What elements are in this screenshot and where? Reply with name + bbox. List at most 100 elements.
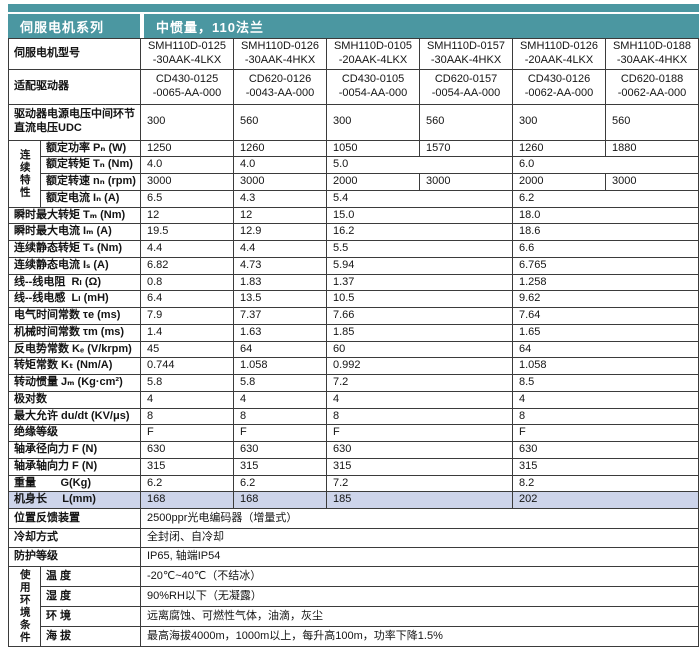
spec-cell: 1880: [605, 139, 699, 158]
row-label: 连续静态电流 Iₛ (A): [8, 256, 141, 275]
spec-cell: 2000: [512, 173, 606, 191]
spec-cell: 8.5: [512, 374, 699, 392]
spec-cell: 4.3: [233, 189, 327, 208]
row-label: 机械时间常数 τm (ms): [8, 323, 141, 342]
table-row: 转动惯量 Jₘ (Kg·cm²) 5.8 5.8 7.2 8.5: [8, 374, 699, 392]
group-label: 连续特性: [8, 139, 41, 208]
table-row: 最大允许 du/dt (KV/μs) 8 8 8 8: [8, 407, 699, 426]
spec-cell: 7.64: [512, 307, 699, 325]
row-label: 反电势常数 Kₑ (V/krpm): [8, 340, 141, 359]
row-label: 位置反馈装置: [8, 508, 141, 529]
spec-cell: 7.37: [233, 307, 327, 325]
spec-cell: SMH110D-0125 -30AAK-4LKX: [140, 38, 234, 70]
spec-cell: 3000: [605, 173, 699, 191]
spec-cell: CD620-0188 -0062-AA-000: [605, 68, 699, 105]
spec-cell: 7.2: [326, 474, 513, 493]
table-row: 连续静态转矩 Tₛ (Nm) 4.4 4.4 5.5 6.6: [8, 240, 699, 258]
spec-cell: 最高海拔4000m，1000m以上，每升高100m，功率下降1.5%: [140, 626, 699, 647]
spec-cell: 1.63: [233, 323, 327, 342]
table-row: 连续静态电流 Iₛ (A) 6.82 4.73 5.94 6.765: [8, 256, 699, 275]
row-label: 线--线电感 Lₗ (mH): [8, 290, 141, 308]
spec-cell: 1.258: [512, 273, 699, 292]
spec-cell: 1.85: [326, 323, 513, 342]
row-label: 电气时间常数 τe (ms): [8, 307, 141, 325]
spec-cell: 315: [233, 457, 327, 476]
spec-cell: 45: [140, 340, 234, 359]
spec-cell: 1.83: [233, 273, 327, 292]
spec-cell: CD430-0126 -0062-AA-000: [512, 68, 606, 105]
spec-cell: 315: [326, 457, 513, 476]
table-row: 线--线电阻 Rₗ (Ω) 0.8 1.83 1.37 1.258: [8, 273, 699, 292]
spec-cell: 10.5: [326, 290, 513, 308]
spec-cell: 5.8: [233, 374, 327, 392]
spec-cell: CD620-0126 -0043-AA-000: [233, 68, 327, 105]
spec-cell: 6.2: [233, 474, 327, 493]
table-row: 重量 G(Kg) 6.2 6.2 7.2 8.2: [8, 474, 699, 493]
spec-cell: 全封闭、自冷却: [140, 528, 699, 548]
spec-cell: 1570: [419, 139, 513, 158]
row-label: 伺服电机型号: [8, 38, 141, 70]
spec-cell: 1260: [233, 139, 327, 158]
spec-cell: 6.82: [140, 256, 234, 275]
spec-cell: SMH110D-0188 -30AAK-4HKX: [605, 38, 699, 70]
spec-cell: 168: [140, 491, 234, 509]
spec-cell: 5.0: [326, 156, 513, 174]
spec-cell: 8: [233, 407, 327, 426]
spec-cell: 315: [140, 457, 234, 476]
spec-cell: SMH110D-0105 -20AAK-4LKX: [326, 38, 420, 70]
table-row: 轴承径向力 F (N) 630 630 630 630: [8, 441, 699, 459]
spec-cell: 12: [233, 206, 327, 225]
spec-cell: 19.5: [140, 223, 234, 241]
spec-cell: 1.65: [512, 323, 699, 342]
row-label: 额定转速 nₙ (rpm): [40, 173, 141, 191]
spec-cell: 2000: [326, 173, 420, 191]
row-label: 海 拔: [40, 626, 141, 647]
table-row: 轴承轴向力 F (N) 315 315 315 315: [8, 457, 699, 476]
row-label: 驱动器电源电压中间环节 直流电压UDC: [8, 103, 141, 141]
row-label: 转矩常数 Kₜ (Nm/A): [8, 357, 141, 375]
spec-cell: 90%RH以下（无凝露）: [140, 586, 699, 607]
spec-cell: 6.4: [140, 290, 234, 308]
spec-cell: 6.0: [512, 156, 699, 174]
spec-cell: 0.744: [140, 357, 234, 375]
spec-cell: F: [140, 424, 234, 442]
spec-cell: 16.2: [326, 223, 513, 241]
row-label: 轴承轴向力 F (N): [8, 457, 141, 476]
spec-cell: 300: [512, 103, 606, 141]
table-row: 伺服电机型号 SMH110D-0125 -30AAK-4LKX SMH110D-01…: [8, 38, 699, 70]
row-label: 温 度: [40, 566, 141, 587]
group-label: 使用环境条件: [8, 566, 41, 647]
spec-cell: 6.2: [140, 474, 234, 493]
spec-cell: 0.8: [140, 273, 234, 292]
spec-cell: -20℃~40℃（不结冰）: [140, 566, 699, 587]
table-row: 防护等级 IP65, 轴端IP54: [8, 547, 699, 567]
spec-cell: 1.37: [326, 273, 513, 292]
row-label: 瞬时最大转矩 Tₘ (Nm): [8, 206, 141, 225]
spec-cell: 3000: [419, 173, 513, 191]
spec-cell: 560: [605, 103, 699, 141]
table-row: 海 拔最高海拔4000m，1000m以上，每升高100m，功率下降1.5%: [9, 626, 699, 647]
spec-cell: 202: [512, 491, 699, 509]
row-label: 最大允许 du/dt (KV/μs): [8, 407, 141, 426]
spec-cell: 13.5: [233, 290, 327, 308]
spec-cell: 8.2: [512, 474, 699, 493]
spec-cell: 3000: [233, 173, 327, 191]
spec-cell: 7.66: [326, 307, 513, 325]
table-row: 反电势常数 Kₑ (V/krpm) 45 64 60 64: [8, 340, 699, 359]
table-row: 湿 度 90%RH以下（无凝露）: [9, 586, 699, 607]
spec-cell: 630: [233, 441, 327, 459]
spec-cell: 4: [233, 390, 327, 409]
spec-cell: 168: [233, 491, 327, 509]
table-row: 电气时间常数 τe (ms) 7.9 7.37 7.66 7.64: [8, 307, 699, 325]
spec-cell: 1.058: [512, 357, 699, 375]
spec-table: 伺服电机型号 SMH110D-0125 -30AAK-4LKX SMH110D-01…: [8, 38, 699, 647]
spec-cell: 6.5: [140, 189, 234, 208]
row-label: 极对数: [8, 390, 141, 409]
spec-cell: 8: [326, 407, 513, 426]
table-row: 绝缘等级 F F F F: [8, 424, 699, 442]
spec-cell: SMH110D-0126 -30AAK-4HKX: [233, 38, 327, 70]
spec-cell: 6.765: [512, 256, 699, 275]
spec-cell: SMH110D-0157 -30AAK-4HKX: [419, 38, 513, 70]
table-row: 瞬时最大转矩 Tₘ (Nm) 12 12 15.0 18.0: [8, 206, 699, 225]
row-label: 额定功率 Pₙ (W): [40, 139, 141, 158]
